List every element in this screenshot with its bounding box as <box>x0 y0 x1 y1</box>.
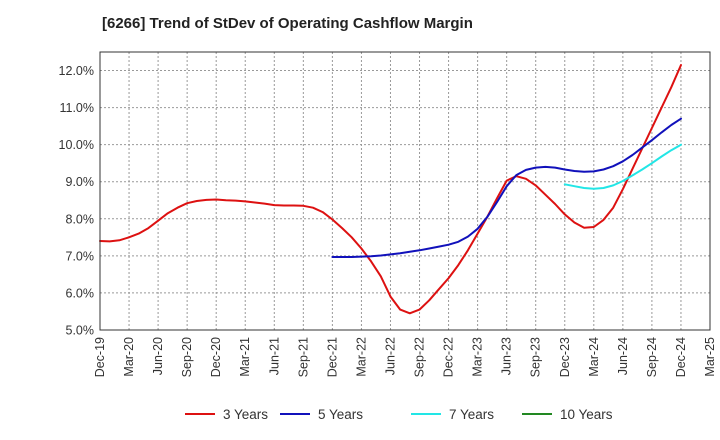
x-tick-label: Dec-24 <box>674 337 688 377</box>
x-tick-label: Jun-23 <box>500 337 514 375</box>
x-tick-label: Jun-21 <box>267 337 281 375</box>
x-tick-label: Dec-19 <box>93 337 107 377</box>
series-line-5-years <box>331 117 682 258</box>
x-tick-label: Sep-22 <box>413 337 427 377</box>
x-tick-label: Dec-22 <box>442 337 456 377</box>
x-tick-label: Dec-21 <box>325 337 339 377</box>
legend-label: 7 Years <box>449 407 494 422</box>
x-tick-label: Sep-21 <box>296 337 310 377</box>
y-tick-label: 12.0% <box>59 64 94 78</box>
x-tick-label: Mar-24 <box>587 337 601 377</box>
series-layer <box>99 64 682 315</box>
y-tick-label: 5.0% <box>66 324 95 338</box>
x-tick-label: Mar-21 <box>238 337 252 377</box>
legend-label: 5 Years <box>318 407 363 422</box>
x-tick-label: Sep-23 <box>529 337 543 377</box>
x-tick-label: Mar-22 <box>354 337 368 377</box>
plot-frame <box>99 51 711 331</box>
axis-layer: 5.0% 6.0% 7.0% 8.0% 9.0% 10.0% 11.0% 12.0% Dec-1… <box>59 51 717 377</box>
y-tick-label: 11.0% <box>59 101 94 115</box>
x-tick-label: Mar-20 <box>122 337 136 377</box>
legend-label: 10 Years <box>560 407 613 422</box>
x-tick-label: Sep-20 <box>180 337 194 377</box>
series-line-3-years <box>99 64 682 315</box>
x-tick-label: Dec-23 <box>558 337 572 377</box>
y-tick-label: 8.0% <box>66 212 95 226</box>
y-tick-label: 7.0% <box>66 249 95 263</box>
legend-label: 3 Years <box>223 407 268 422</box>
x-tick-label: Mar-25 <box>703 337 717 377</box>
series-line-7-years <box>563 143 682 190</box>
x-tick-label: Sep-24 <box>645 337 659 377</box>
plot-area <box>100 52 710 330</box>
grid-layer <box>100 52 710 330</box>
chart-title: [6266] Trend of StDev of Operating Cashf… <box>102 15 473 32</box>
x-tick-label: Mar-23 <box>471 337 485 377</box>
x-tick-label: Jun-22 <box>383 337 397 375</box>
x-tick-label: Jun-24 <box>616 337 630 375</box>
y-tick-label: 9.0% <box>66 175 95 189</box>
y-tick-label: 6.0% <box>66 286 95 300</box>
x-tick-label: Dec-20 <box>209 337 223 377</box>
legend: 3 Years 5 Years 7 Years 10 Years <box>185 407 613 422</box>
x-tick-label: Jun-20 <box>151 337 165 375</box>
y-tick-label: 10.0% <box>59 138 94 152</box>
